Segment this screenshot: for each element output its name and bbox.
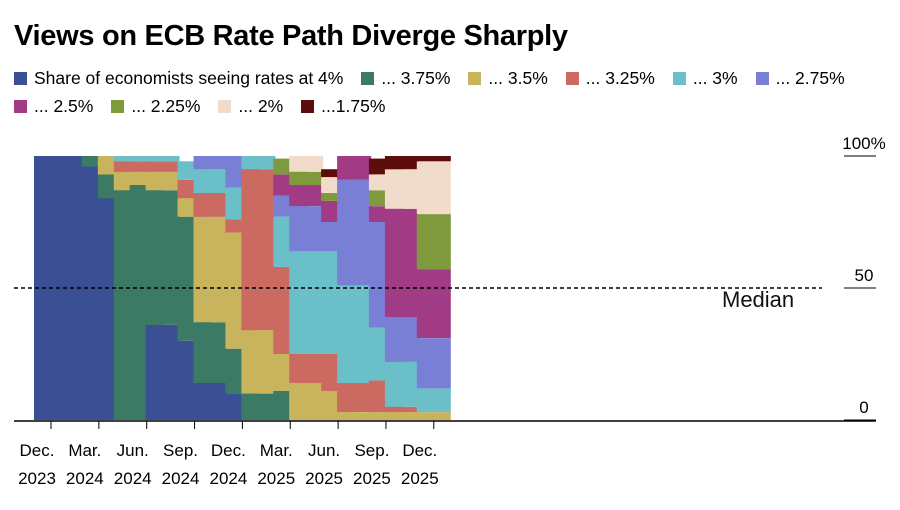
legend-label: ... 2.25%	[131, 96, 201, 116]
x-tick-label-year: 2024	[162, 469, 200, 488]
bar-segment	[337, 412, 372, 420]
bar-segment	[193, 216, 228, 323]
legend-swatch	[14, 100, 27, 113]
x-tick-label: Jun.	[117, 441, 149, 460]
x-tick-label: Sep.	[354, 441, 389, 460]
median-label: Median	[722, 287, 794, 312]
legend-item: ... 2.75%	[755, 68, 845, 89]
legend-label: ... 2%	[238, 96, 284, 116]
x-tick-label-year: 2023	[18, 469, 56, 488]
legend-item: ... 3.5%	[468, 68, 548, 89]
legend-item: ... 2.25%	[111, 96, 200, 117]
legend-label: ... 3%	[692, 68, 738, 88]
legend-label: ...1.75%	[321, 96, 386, 116]
legend-swatch	[14, 72, 27, 85]
bar-segment	[241, 169, 276, 331]
bar-segment	[416, 269, 451, 339]
bar-segment	[145, 325, 180, 420]
bar-segment	[113, 161, 148, 172]
bar-segment	[145, 190, 180, 325]
legend-label: ... 3.75%	[381, 68, 451, 88]
x-tick-label: Jun.	[308, 441, 340, 460]
bar-segment	[337, 383, 372, 412]
x-tick-label: Sep.	[163, 441, 198, 460]
x-tick-label-year: 2024	[114, 469, 152, 488]
y-tick-label: 50	[855, 266, 874, 285]
legend-label: ... 2.5%	[34, 96, 94, 116]
legend-label: ... 3.5%	[488, 68, 548, 88]
bar-segment	[193, 193, 228, 217]
bar-segment	[337, 285, 372, 384]
legend-swatch	[565, 72, 579, 85]
bar-segment	[384, 156, 419, 170]
x-tick-label: Mar.	[68, 441, 101, 460]
x-tick-label: Dec.	[20, 441, 55, 460]
chart-legend: Share of economists seeing rates at 4%..…	[14, 68, 884, 117]
bar-segment	[289, 171, 324, 185]
bar-segment	[416, 156, 451, 162]
bar-segment	[193, 383, 228, 420]
bar-segment	[193, 156, 228, 170]
chart-title: Views on ECB Rate Path Diverge Sharply	[14, 20, 568, 52]
legend-label: ... 2.75%	[775, 68, 845, 88]
legend-swatch	[218, 100, 232, 113]
legend-label: Share of economists seeing rates at 4%	[34, 68, 344, 88]
legend-swatch	[672, 72, 686, 85]
x-tick-label: Mar.	[260, 441, 293, 460]
legend-item: ... 2%	[218, 96, 283, 117]
bar-segment	[145, 156, 180, 162]
legend-swatch	[111, 100, 125, 113]
x-tick-label-year: 2025	[305, 469, 343, 488]
bar-segment	[241, 393, 276, 420]
legend-swatch	[361, 72, 375, 85]
legend-item: ... 3.75%	[361, 68, 450, 89]
bar-segment	[416, 338, 451, 389]
legend-swatch	[301, 100, 315, 113]
bar-segment	[416, 214, 451, 270]
bar-segment	[289, 206, 324, 252]
legend-item: ... 2.5%	[14, 96, 93, 117]
y-tick-label: 100%	[842, 134, 885, 153]
bar-segment	[113, 156, 148, 162]
bar-segment	[241, 330, 276, 394]
bar-segment	[289, 383, 324, 420]
bar-segment	[337, 156, 372, 180]
bar-segment	[384, 208, 419, 317]
x-tick-label: Dec.	[211, 441, 246, 460]
bar-segment	[193, 322, 228, 383]
bar-segment	[416, 388, 451, 413]
bar-segment	[337, 179, 372, 286]
legend-label: ... 3.25%	[585, 68, 655, 88]
legend-swatch	[468, 72, 482, 85]
legend-item: ...1.75%	[301, 96, 385, 117]
bar-segment	[416, 161, 451, 215]
bar-segment	[289, 354, 324, 383]
x-tick-label-year: 2024	[209, 469, 247, 488]
bar-segment	[384, 361, 419, 407]
bar-segment	[384, 169, 419, 209]
legend-item: ... 3.25%	[565, 68, 655, 89]
bar-segment	[145, 161, 180, 172]
legend-item: ... 3%	[672, 68, 738, 89]
bar-segment	[145, 171, 180, 191]
bar-segment	[384, 317, 419, 362]
bar-segment	[241, 156, 276, 170]
x-tick-label: Dec.	[402, 441, 437, 460]
bar-segment	[416, 412, 451, 420]
bar-segment	[193, 169, 228, 193]
x-tick-label-year: 2025	[257, 469, 295, 488]
y-tick-label: 0	[859, 398, 868, 417]
x-tick-label-year: 2024	[66, 469, 104, 488]
bar-segment	[289, 156, 324, 172]
bar-segment	[384, 412, 419, 420]
bar-segment	[384, 406, 419, 413]
legend-item: Share of economists seeing rates at 4%	[14, 68, 343, 89]
bar-segment	[289, 185, 324, 207]
x-tick-label-year: 2025	[401, 469, 439, 488]
bar-segment	[289, 251, 324, 354]
x-tick-label-year: 2025	[353, 469, 391, 488]
legend-swatch	[755, 72, 769, 85]
